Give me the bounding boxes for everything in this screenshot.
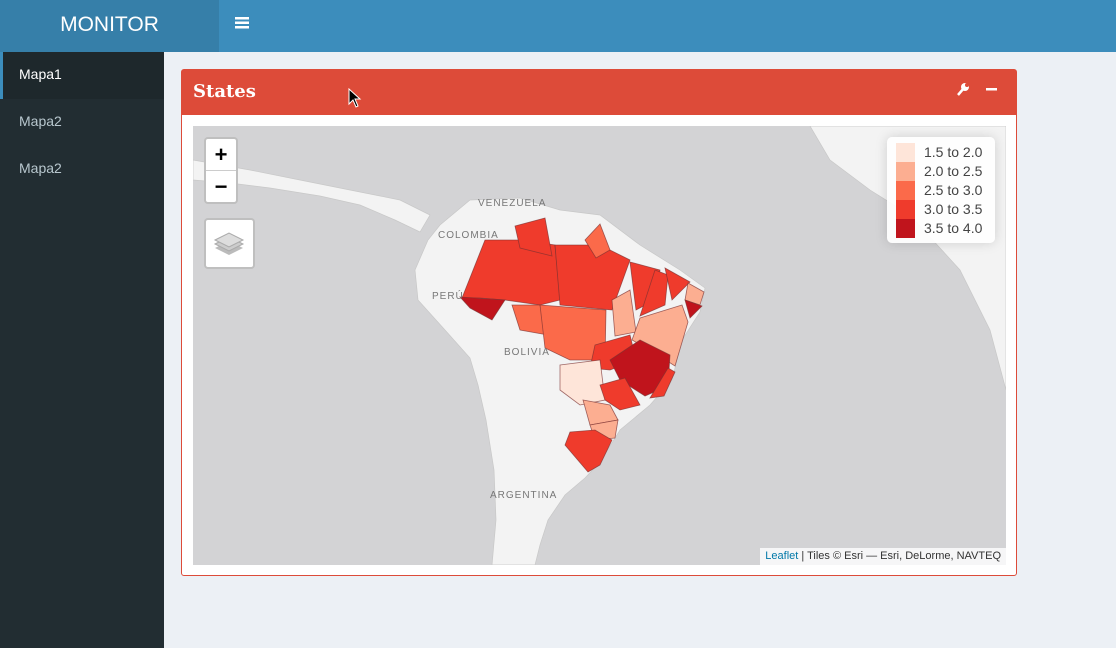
map-label: ARGENTINA [490,490,557,501]
attribution-link[interactable]: Leaflet [765,550,799,562]
legend-label: 3.5 to 4.0 [924,220,983,236]
legend-swatch [896,143,915,162]
box-tools [957,83,997,96]
legend-label: 3.0 to 3.5 [924,201,983,217]
legend-label: 2.0 to 2.5 [924,163,983,179]
zoom-out[interactable]: − [214,174,228,199]
sidebar: Mapa1 Mapa2 Mapa2 [0,52,164,648]
map-label: BOLIVIA [504,347,550,358]
legend-swatch [896,181,915,200]
menu-item[interactable]: Mapa2 [19,113,62,129]
legend-item: 3.5 to 4.0 [896,219,982,238]
layers-button[interactable] [204,218,255,269]
legend-item: 3.0 to 3.5 [896,200,982,219]
box-header: States [182,70,1016,115]
cursor [348,88,362,108]
collapse-button[interactable] [986,88,997,91]
legend-label: 2.5 to 3.0 [924,182,983,198]
legend-item: 2.0 to 2.5 [896,162,982,181]
legend-label: 1.5 to 2.0 [924,144,983,160]
legend: 1.5 to 2.0 2.0 to 2.5 2.5 to 3.0 3.0 to 3.5… [887,137,995,243]
map[interactable]: VENEZUELA COLOMBIA PERÚ BOLIVIA ARGENTIN… [193,126,1006,565]
legend-item: 1.5 to 2.0 [896,143,982,162]
legend-swatch [896,162,915,181]
attribution-text: | Tiles © Esri — Esri, DeLorme, NAVTEQ [798,550,1001,562]
menu-item[interactable]: Mapa1 [0,52,164,99]
box-title: States [193,81,256,102]
legend-item: 2.5 to 3.0 [896,181,982,200]
zoom-in[interactable]: + [206,139,236,171]
map-label: VENEZUELA [478,198,546,209]
box: States [181,69,1017,576]
zoom-control: + − [204,137,238,204]
brand[interactable]: MONITOR [0,0,219,52]
layers-icon [213,232,245,255]
map-label: COLOMBIA [438,230,499,241]
map-label: PERÚ [432,289,464,302]
sidebar-toggle[interactable] [235,16,249,30]
legend-swatch [896,219,915,238]
menu-item[interactable]: Mapa2 [19,160,62,176]
attribution: Leaflet | Tiles © Esri — Esri, DeLorme, … [760,548,1006,565]
map-tiles: VENEZUELA COLOMBIA PERÚ BOLIVIA ARGENTIN… [193,126,1006,565]
wrench-button[interactable] [957,83,969,96]
top-bar: MONITOR [0,0,1116,52]
legend-swatch [896,200,915,219]
